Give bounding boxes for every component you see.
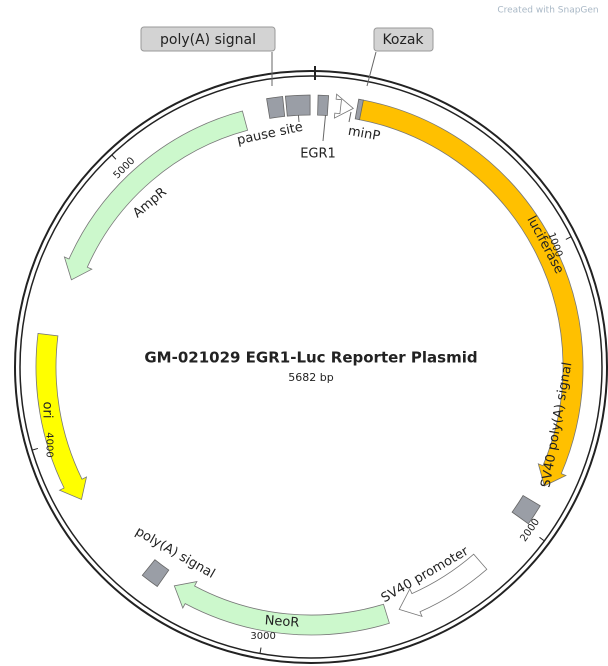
position-tick bbox=[111, 154, 117, 160]
callout-box bbox=[373, 27, 434, 52]
feature-label: NeoR bbox=[264, 613, 300, 630]
tick-label: 3000 bbox=[250, 631, 275, 642]
callout-label: Kozak bbox=[382, 32, 424, 48]
feature-box bbox=[354, 98, 364, 121]
backbone-outer bbox=[14, 70, 608, 664]
position-tick bbox=[31, 447, 39, 451]
feature-box bbox=[284, 94, 311, 117]
feature-label: EGR1 bbox=[300, 147, 336, 162]
leader-line bbox=[366, 51, 377, 87]
position-tick bbox=[539, 536, 545, 542]
watermark: Created with SnapGen bbox=[497, 6, 598, 16]
feature-arrow bbox=[333, 93, 355, 119]
feature-arrow bbox=[398, 553, 488, 618]
feature-label: ori bbox=[40, 402, 55, 419]
position-tick bbox=[259, 647, 262, 654]
backbone-inner bbox=[19, 75, 603, 659]
feature-box bbox=[511, 494, 541, 525]
map-length: 5682 bp bbox=[288, 371, 333, 384]
callout-label: poly(A) signal bbox=[160, 32, 256, 48]
leader-line bbox=[348, 111, 352, 123]
feature-arrow bbox=[63, 110, 249, 281]
feature-box bbox=[141, 559, 170, 588]
map-title: GM-021029 EGR1-Luc Reporter Plasmid bbox=[144, 349, 477, 367]
feature-arrow bbox=[173, 581, 390, 636]
tick-label: 2000 bbox=[518, 517, 542, 544]
callout-box bbox=[140, 26, 276, 52]
feature-box bbox=[317, 94, 330, 116]
feature-arrow bbox=[358, 99, 584, 487]
feature-label: minP bbox=[347, 124, 382, 144]
tick-label: 4000 bbox=[43, 432, 54, 457]
feature-box bbox=[266, 96, 286, 119]
position-tick bbox=[565, 236, 572, 240]
feature-arrow bbox=[35, 333, 88, 501]
